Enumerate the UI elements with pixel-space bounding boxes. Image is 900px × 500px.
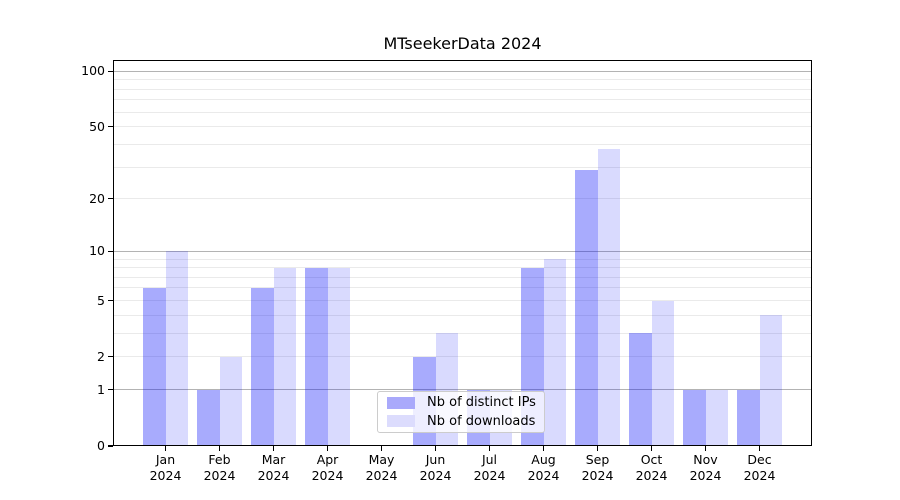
- y-tick-label: 5: [97, 292, 105, 308]
- x-tick-mark: [380, 446, 383, 451]
- legend-label-distinct-ips: Nb of distinct IPs: [427, 395, 536, 411]
- x-tick-mark: [434, 446, 437, 451]
- bar-downloads-dec: [759, 315, 782, 446]
- x-tick-mark: [650, 446, 653, 451]
- gridline-minor: [113, 356, 812, 358]
- legend-item-distinct-ips: Nb of distinct IPs: [387, 395, 536, 411]
- x-tick-label: Oct 2024: [635, 452, 668, 483]
- x-tick-mark: [542, 446, 545, 451]
- legend-label-downloads: Nb of downloads: [427, 413, 536, 429]
- gridline-minor: [113, 198, 812, 200]
- bar-downloads-sep: [597, 148, 620, 446]
- bar-downloads-jan: [165, 251, 188, 446]
- y-tick-mark: [108, 389, 113, 391]
- y-tick-label: 50: [89, 118, 105, 134]
- x-tick-label: Aug 2024: [527, 452, 560, 483]
- x-tick-mark: [704, 446, 707, 451]
- x-tick-label: Jun 2024: [419, 452, 452, 483]
- gridline-minor: [113, 300, 812, 301]
- x-tick-label: Jul 2024: [473, 452, 506, 483]
- legend-item-downloads: Nb of downloads: [387, 414, 535, 429]
- gridline-minor: [113, 99, 812, 101]
- bar-downloads-nov: [705, 389, 728, 446]
- gridline-minor: [113, 126, 812, 128]
- bar-downloads-mar: [273, 267, 296, 446]
- y-tick-label: 0: [97, 438, 105, 453]
- x-tick-mark: [326, 446, 329, 451]
- x-tick-label: Apr 2024: [311, 452, 344, 483]
- gridline-minor: [113, 332, 812, 334]
- gridline-minor: [113, 267, 812, 269]
- gridline-major: [113, 389, 812, 391]
- x-tick-label: Nov 2024: [689, 452, 722, 483]
- y-tick-mark: [108, 299, 113, 302]
- x-tick-label: Dec 2024: [743, 452, 776, 483]
- bar-distinct-ips-jan: [143, 287, 166, 446]
- y-tick-label: 1: [97, 381, 105, 397]
- x-tick-mark: [758, 446, 761, 451]
- gridline-minor: [113, 276, 812, 278]
- x-tick-label: Jan 2024: [149, 452, 182, 483]
- gridline-minor: [113, 166, 812, 168]
- y-tick-label: 2: [97, 348, 105, 364]
- legend-swatch-distinct-ips-icon: [387, 396, 415, 409]
- bar-distinct-ips-mar: [251, 287, 274, 446]
- gridline-minor: [113, 258, 812, 260]
- bar-distinct-ips-feb: [197, 389, 220, 446]
- chart-title: MTseekerData 2024: [383, 34, 542, 53]
- x-tick-mark: [218, 446, 221, 451]
- gridline-minor: [113, 88, 812, 90]
- gridline-major: [113, 250, 812, 252]
- gridline-minor: [113, 287, 812, 289]
- y-tick-mark: [108, 445, 113, 447]
- y-tick-mark: [108, 70, 113, 72]
- bar-downloads-oct: [651, 300, 674, 446]
- gridline-minor: [113, 79, 812, 81]
- legend: Nb of distinct IPs Nb of downloads: [377, 391, 545, 433]
- bar-distinct-ips-oct: [629, 333, 652, 446]
- x-tick-mark: [596, 446, 599, 451]
- x-tick-label: May 2024: [365, 452, 398, 483]
- legend-swatch-downloads-icon: [387, 415, 415, 428]
- gridline-minor: [113, 111, 812, 113]
- y-tick-mark: [108, 250, 113, 252]
- x-tick-mark: [488, 446, 491, 451]
- gridline-minor: [113, 143, 812, 145]
- y-tick-mark: [108, 198, 113, 200]
- gridline-minor: [113, 314, 812, 316]
- bar-downloads-aug: [543, 259, 566, 446]
- bar-downloads-feb: [219, 356, 242, 446]
- bar-distinct-ips-apr: [305, 267, 328, 446]
- y-tick-label: 20: [89, 190, 105, 206]
- y-tick-label: 100: [81, 63, 105, 79]
- gridline-major: [113, 70, 812, 72]
- x-tick-label: Mar 2024: [257, 452, 290, 483]
- x-tick-label: Sep 2024: [581, 452, 614, 483]
- y-tick-mark: [108, 356, 113, 358]
- x-tick-mark: [272, 446, 275, 451]
- bar-distinct-ips-nov: [683, 389, 706, 446]
- x-tick-mark: [164, 446, 167, 451]
- y-tick-mark: [108, 126, 113, 128]
- bar-distinct-ips-sep: [575, 169, 598, 446]
- plot-area: [113, 60, 812, 446]
- bar-downloads-apr: [327, 267, 350, 446]
- bar-distinct-ips-dec: [737, 389, 760, 446]
- y-tick-label: 10: [89, 243, 105, 259]
- x-tick-label: Feb 2024: [203, 452, 236, 483]
